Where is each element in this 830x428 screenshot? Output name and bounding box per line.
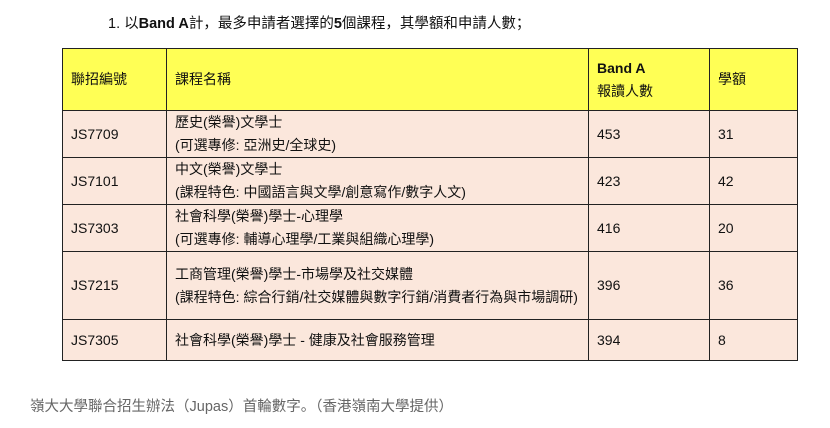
- heading-bold: Band A: [138, 16, 189, 32]
- table-row: JS7101 中文(榮譽)文學士 (課程特色: 中國語言與文學/創意寫作/數字人文…: [62, 157, 798, 205]
- applicants-count: 423: [588, 157, 710, 205]
- header-applicants-label: 報讀人數: [597, 82, 653, 99]
- table-row: JS7303 社會科學(榮譽)學士-心理學 (可選專修: 輔導心理學/工業與組織心…: [62, 204, 798, 252]
- applicants-count: 453: [588, 110, 710, 158]
- course-detail: (可選專修: 輔導心理學/工業與組織心理學): [175, 231, 434, 247]
- course-name: 工商管理(榮譽)學士-市場學及社交媒體: [175, 265, 413, 282]
- course-name: 社會科學(榮譽)學士 - 健康及社會服務管理: [175, 331, 435, 348]
- places-count: 31: [709, 110, 798, 158]
- course-name-cell: 社會科學(榮譽)學士 - 健康及社會服務管理: [166, 319, 589, 361]
- header-band: Band A: [597, 59, 646, 76]
- course-detail: (可選專修: 亞洲史/全球史): [175, 137, 336, 153]
- course-name-cell: 中文(榮譽)文學士 (課程特色: 中國語言與文學/創意寫作/數字人文): [166, 157, 589, 205]
- course-name: 歷史(榮譽)文學士: [175, 114, 283, 130]
- course-detail: (課程特色: 中國語言與文學/創意寫作/數字人文): [175, 184, 466, 200]
- course-code: JS7709: [62, 110, 167, 158]
- course-name: 中文(榮譽)文學士: [175, 161, 283, 177]
- heading-bold: 5: [333, 16, 342, 32]
- table-row: JS7215 工商管理(榮譽)學士-市場學及社交媒體 (課程特色: 綜合行銷/社交…: [62, 251, 798, 320]
- course-code: JS7215: [62, 251, 167, 320]
- heading-text: 計，最多申請者選擇的: [188, 16, 334, 32]
- table-row: JS7709 歷史(榮譽)文學士 (可選專修: 亞洲史/全球史) 453 31: [62, 110, 798, 158]
- course-name-cell: 工商管理(榮譽)學士-市場學及社交媒體 (課程特色: 綜合行銷/社交媒體與數字行銷…: [166, 251, 589, 320]
- applicants-count: 416: [588, 204, 710, 252]
- places-count: 42: [709, 157, 798, 205]
- course-code: JS7305: [62, 319, 167, 361]
- places-count: 20: [709, 204, 798, 252]
- course-code: JS7101: [62, 157, 167, 205]
- header-course-name: 課程名稱: [166, 48, 589, 111]
- course-name-cell: 社會科學(榮譽)學士-心理學 (可選專修: 輔導心理學/工業與組織心理學): [166, 204, 589, 252]
- applicants-count: 394: [588, 319, 710, 361]
- course-code: JS7303: [62, 204, 167, 252]
- table-row: JS7305 社會科學(榮譽)學士 - 健康及社會服務管理 394 8: [62, 319, 798, 361]
- course-name: 社會科學(榮譽)學士-心理學: [175, 208, 343, 224]
- applicants-count: 396: [588, 251, 710, 320]
- heading-text: 1. 以: [108, 16, 139, 32]
- image-caption: 嶺大大學聯合招生辦法（Jupas）首輪數字。（香港嶺南大學提供）: [30, 399, 453, 415]
- course-detail: (課程特色: 綜合行銷/社交媒體與數字行銷/消費者行為與市場調研): [175, 288, 578, 305]
- places-count: 36: [709, 251, 798, 320]
- heading-text: 個課程，其學額和申請人數；: [341, 16, 531, 32]
- header-places: 學額: [709, 48, 798, 111]
- section-heading: 1. 以Band A計，最多申請者選擇的5個課程，其學額和申請人數；: [108, 12, 530, 33]
- table-header-row: 聯招編號 課程名稱 Band A 報讀人數 學額: [62, 48, 798, 111]
- header-applicants: Band A 報讀人數: [588, 48, 710, 111]
- course-name-cell: 歷史(榮譽)文學士 (可選專修: 亞洲史/全球史): [166, 110, 589, 158]
- header-code: 聯招編號: [62, 48, 167, 111]
- course-table: 聯招編號 課程名稱 Band A 報讀人數 學額 JS7709 歷史(榮譽)文學士…: [62, 48, 798, 361]
- places-count: 8: [709, 319, 798, 361]
